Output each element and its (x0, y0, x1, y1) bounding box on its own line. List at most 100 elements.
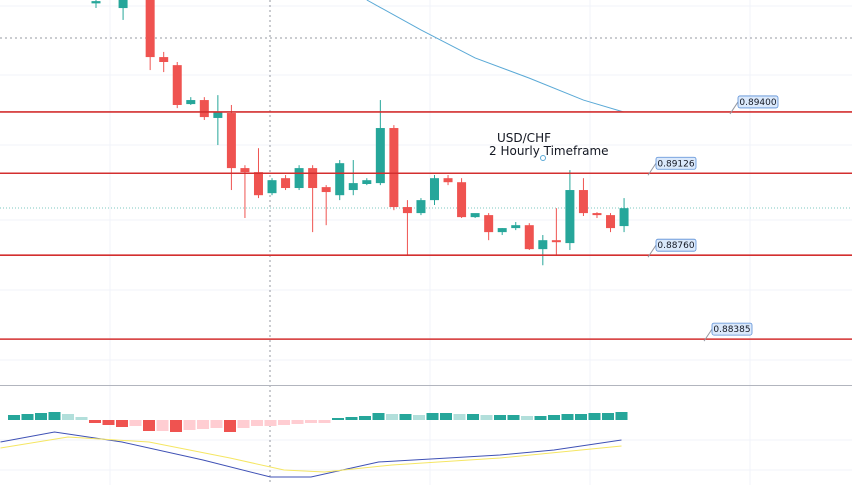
histogram-bar (278, 420, 290, 425)
histogram-bar (615, 412, 628, 420)
candle-body (281, 178, 291, 189)
histogram-bar (480, 415, 493, 420)
histogram-bar (143, 420, 155, 431)
candle-body (145, 0, 155, 58)
candle-body (253, 172, 263, 196)
histogram-bar (48, 412, 61, 420)
histogram-bar (318, 420, 331, 423)
candle-body (267, 180, 277, 194)
moving-average (366, 0, 625, 113)
candle-body (538, 240, 548, 250)
histogram-bar (237, 420, 250, 428)
candle-body (240, 168, 250, 173)
level-leader (703, 328, 713, 342)
histogram-bar (291, 420, 304, 424)
histogram-bar (129, 420, 142, 426)
candle-body (308, 168, 318, 189)
histogram-bar (521, 416, 533, 420)
histogram-bar (75, 417, 88, 420)
histogram-bar (21, 414, 34, 420)
histogram-bar (251, 420, 263, 426)
candle-body (592, 213, 602, 216)
candle-body (389, 128, 399, 208)
level-label-box (655, 156, 697, 170)
candle-body (226, 113, 236, 169)
histogram-bar (89, 420, 101, 423)
histogram-bar (548, 415, 560, 420)
histogram-bar (399, 414, 412, 420)
candle-body (348, 183, 358, 191)
annotation-anchor (540, 155, 546, 161)
histogram-bar (359, 416, 371, 420)
candle-body (524, 225, 534, 250)
level-label-box (655, 238, 697, 252)
level-leader (647, 244, 657, 258)
candle-body (430, 178, 439, 201)
histogram-bar (332, 418, 344, 420)
candle-body (402, 207, 412, 214)
histogram-bar (467, 414, 479, 420)
candle-body (335, 163, 345, 196)
candle-body (416, 200, 426, 214)
level-label-box (737, 95, 779, 109)
signal-line (0, 436, 622, 473)
level-label: 0.89126 (657, 159, 694, 169)
candle-body (159, 57, 169, 63)
level-leader (729, 101, 739, 115)
histogram-bar (372, 413, 385, 420)
macd-line (0, 431, 622, 478)
histogram-bar (224, 420, 236, 432)
histogram-bar (440, 413, 452, 420)
histogram-bar (264, 420, 277, 426)
candle-body (199, 100, 209, 118)
histogram-bar (507, 415, 520, 420)
candle-body (470, 213, 480, 218)
annotation: USD/CHF (497, 131, 551, 145)
histogram-bar (62, 414, 74, 420)
histogram-bar (345, 417, 358, 420)
candle-body (91, 1, 101, 4)
candle-body (294, 168, 304, 189)
level-leader (647, 162, 657, 176)
candle-body (186, 100, 196, 105)
candle-body (362, 180, 372, 184)
histogram-bar (561, 414, 574, 420)
candle-body (565, 190, 575, 244)
level-label: 0.88760 (657, 241, 694, 251)
candle-body (321, 187, 331, 193)
candle-body (457, 182, 467, 218)
histogram-bar (35, 413, 47, 420)
histogram-bar (453, 414, 466, 420)
candle-body (606, 215, 616, 229)
histogram-bar (8, 415, 20, 420)
candle-body (118, 0, 128, 9)
histogram-bar (156, 420, 169, 431)
candle-body (578, 190, 588, 214)
candle-body (511, 225, 521, 229)
histogram-bar (102, 420, 115, 425)
level-label: 0.88385 (713, 325, 750, 335)
histogram-bar (413, 415, 425, 420)
histogram-bar (575, 414, 587, 420)
candle-body (484, 215, 494, 233)
histogram-bar (588, 413, 601, 420)
histogram-bar (305, 420, 317, 423)
histogram-bar (210, 420, 223, 428)
level-label-box (711, 322, 753, 336)
histogram-bar (170, 420, 182, 432)
histogram-bar (197, 420, 209, 429)
candle-body (619, 208, 629, 227)
candle-body (443, 178, 453, 183)
histogram-bar (116, 420, 128, 427)
histogram-bar (386, 414, 398, 420)
candle-body (375, 128, 385, 184)
candle-body (551, 240, 561, 243)
annotation: 2 Hourly Timeframe (489, 144, 609, 158)
histogram-bar (426, 413, 439, 420)
histogram-bar (534, 416, 547, 420)
histogram-bar (602, 413, 614, 420)
candle-body (172, 65, 182, 105)
candle-body (213, 112, 223, 118)
